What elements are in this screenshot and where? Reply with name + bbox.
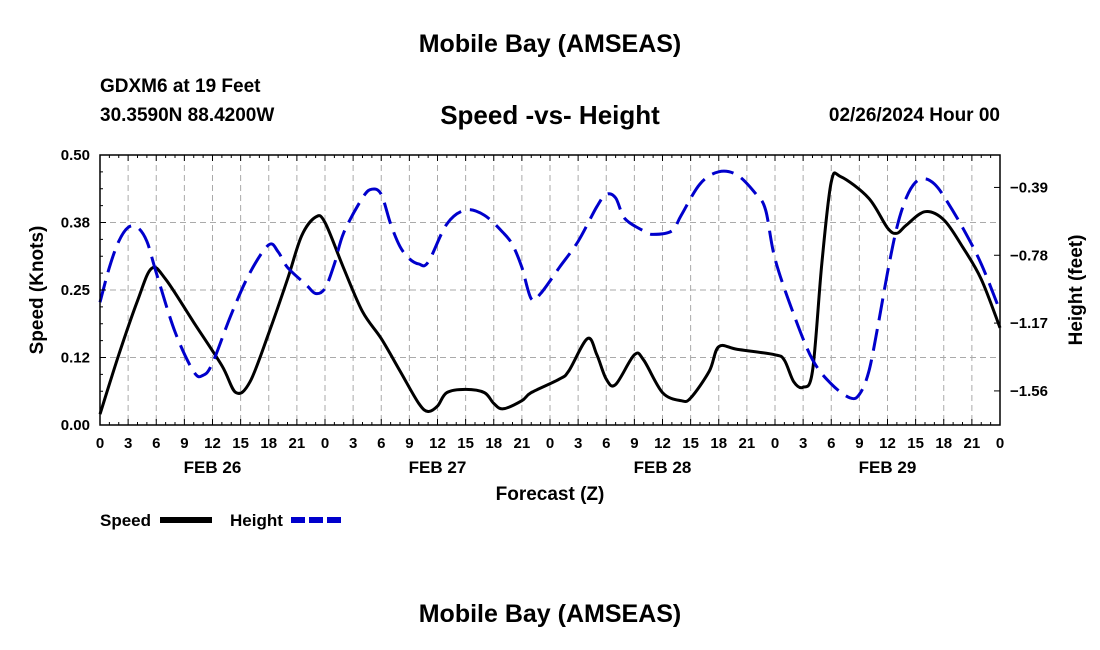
x-tick-label: 0 xyxy=(321,435,329,452)
date-label: FEB 29 xyxy=(859,458,917,477)
grid-layer xyxy=(100,155,1000,425)
x-tick-label: 9 xyxy=(855,435,863,452)
legend-speed-label: Speed xyxy=(100,511,151,530)
y-tick-label: 0.25 xyxy=(61,282,90,299)
x-tick-label: 9 xyxy=(180,435,188,452)
x-tick-label: 6 xyxy=(377,435,385,452)
page-title: Mobile Bay (AMSEAS) xyxy=(418,30,682,58)
station-label: GDXM6 at 19 Feet xyxy=(100,76,261,97)
height-line xyxy=(98,169,1002,401)
axis-layer: 0 3 6 9 12 15 18 21 0 3 6 9 12 15 18 21 0 3 6 9 12 15 18 21 0 3 6 9… xyxy=(27,147,1087,505)
x-tick-label: 0 xyxy=(771,435,779,452)
x-tick-label: 18 xyxy=(260,435,277,452)
x-tick-label: 15 xyxy=(682,435,699,452)
x-tick-label: 0 xyxy=(996,435,1004,452)
x-tick-label: 12 xyxy=(429,435,446,452)
legend: Speed Height xyxy=(100,511,343,530)
y2-axis-label: Height (feet) xyxy=(1066,235,1087,346)
x-tick-label: 9 xyxy=(405,435,413,452)
x-tick-label: 12 xyxy=(654,435,671,452)
x-tick-label: 15 xyxy=(232,435,249,452)
x-tick-label: 3 xyxy=(124,435,132,452)
x-tick-label: 6 xyxy=(152,435,160,452)
coordinates-label: 30.3590N 88.4200W xyxy=(100,105,275,126)
x-tick-label: 3 xyxy=(574,435,582,452)
x-tick-label: 3 xyxy=(799,435,807,452)
x-tick-label: 21 xyxy=(514,435,531,452)
x-tick-label: 9 xyxy=(630,435,638,452)
speed-line xyxy=(98,171,1002,415)
y2-tick-label: −0.39 xyxy=(1010,179,1048,196)
x-tick-label: 3 xyxy=(349,435,357,452)
date-label: FEB 26 xyxy=(184,458,242,477)
y-axis-label: Speed (Knots) xyxy=(27,226,48,355)
y-tick-label: 0.00 xyxy=(61,417,90,434)
x-tick-label: 15 xyxy=(457,435,474,452)
x-tick-label: 6 xyxy=(827,435,835,452)
x-tick-label: 15 xyxy=(907,435,924,452)
y-tick-label: 0.50 xyxy=(61,147,90,164)
forecast-datetime: 02/26/2024 Hour 00 xyxy=(828,105,1000,126)
x-tick-label: 6 xyxy=(602,435,610,452)
y-tick-label: 0.38 xyxy=(61,215,90,232)
x-tick-label: 18 xyxy=(485,435,502,452)
y-tick-label: 0.12 xyxy=(61,350,90,367)
footer-title: Mobile Bay (AMSEAS) xyxy=(418,600,682,628)
chart-title: Speed -vs- Height xyxy=(440,100,660,130)
x-axis-label: Forecast (Z) xyxy=(496,484,605,505)
legend-height-label: Height xyxy=(230,511,283,530)
x-tick-label: 18 xyxy=(710,435,727,452)
x-tick-label: 0 xyxy=(96,435,104,452)
x-tick-label: 21 xyxy=(739,435,756,452)
y2-tick-label: −0.78 xyxy=(1010,247,1048,264)
date-label: FEB 27 xyxy=(409,458,467,477)
y2-tick-label: −1.17 xyxy=(1010,315,1048,332)
y2-tick-label: −1.56 xyxy=(1010,383,1048,400)
x-tick-label: 12 xyxy=(204,435,221,452)
x-tick-label: 21 xyxy=(964,435,981,452)
date-label: FEB 28 xyxy=(634,458,692,477)
x-tick-label: 0 xyxy=(546,435,554,452)
x-tick-label: 12 xyxy=(879,435,896,452)
x-tick-label: 21 xyxy=(289,435,306,452)
x-tick-label: 18 xyxy=(935,435,952,452)
series-layer xyxy=(98,169,1002,415)
